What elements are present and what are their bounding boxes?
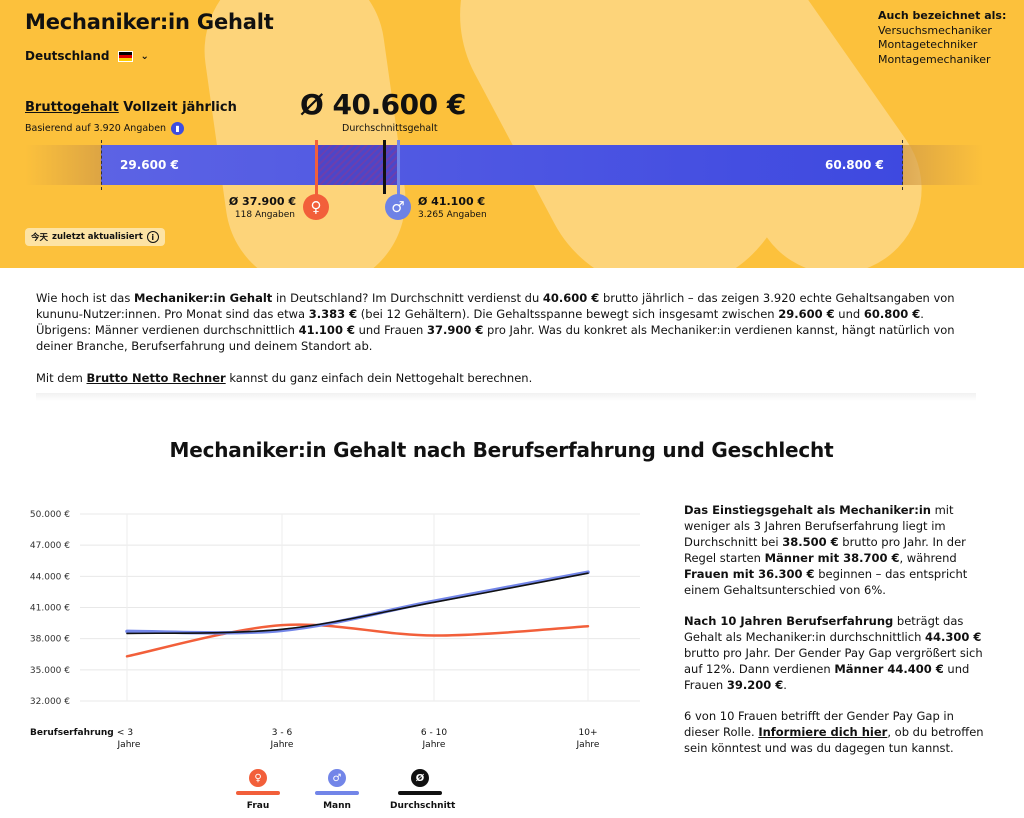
divider	[36, 393, 976, 401]
aka-item: Montagemechaniker	[878, 52, 991, 66]
aka-list: Auch bezeichnet als: Versuchsmechaniker …	[878, 9, 1006, 67]
legend-line	[236, 791, 280, 795]
experience-summary: Das Einstiegsgehalt als Mechaniker:in mi…	[684, 502, 984, 756]
page-title: Mechaniker:in Gehalt	[25, 10, 274, 34]
legend-label: Frau	[246, 801, 270, 811]
female-count: 118 Angaben	[234, 210, 295, 220]
male-average: Ø 41.100 €	[418, 195, 486, 208]
chevron-down-icon: ⌄	[140, 50, 149, 62]
salary-range-bar	[101, 145, 903, 185]
y-tick-label: 50.000 €	[30, 510, 70, 520]
bar-chart-icon[interactable]: ▮	[171, 122, 185, 135]
informiere-dich-link[interactable]: Informiere dich hier	[758, 725, 888, 739]
updated-text: zuletzt aktualisiert	[52, 232, 143, 242]
x-tick-label: Jahre	[117, 740, 141, 750]
x-tick-label: Jahre	[422, 740, 446, 750]
aka-item: Versuchsmechaniker	[878, 23, 992, 37]
salary-hero: Mechaniker:in Gehalt Deutschland ⌄ Auch …	[0, 0, 1024, 268]
legend-durchschnitt[interactable]: Ø Durchschnitt	[390, 769, 456, 811]
bruttogehalt-link[interactable]: Bruttogehalt	[25, 100, 119, 115]
summary-paragraph-3: 6 von 10 Frauen betrifft der Gender Pay …	[684, 709, 984, 755]
section-title: Mechaniker:in Gehalt nach Berufserfahrun…	[169, 438, 834, 462]
aka-item: Montagetechniker	[878, 38, 978, 51]
legend-line	[398, 791, 442, 795]
female-icon: ♀	[303, 194, 329, 220]
x-tick-label: < 3	[117, 728, 133, 738]
intro-text: Wie hoch ist das Mechaniker:in Gehalt in…	[36, 290, 966, 386]
range-fade-left	[25, 145, 101, 185]
x-tick-label: Jahre	[576, 740, 600, 750]
average-marker	[383, 140, 386, 194]
y-tick-label: 41.000 €	[30, 604, 70, 614]
male-icon: ♂	[385, 194, 411, 220]
legend-mann[interactable]: ♂ Mann	[307, 769, 367, 811]
based-on: Basierend auf 3.920 Angaben ▮	[25, 122, 185, 135]
aka-heading: Auch bezeichnet als:	[878, 9, 1007, 22]
y-tick-label: 38.000 €	[30, 635, 70, 645]
experience-salary-chart: 50.000 € 47.000 € 44.000 € 41.000 € 38.000 €…	[30, 510, 640, 750]
legend-label: Durchschnitt	[390, 801, 456, 811]
summary-paragraph-2: Nach 10 Jahren Berufserfahrung beträgt d…	[684, 614, 983, 692]
series-line-mann	[125, 570, 590, 635]
male-icon: ♂	[328, 769, 346, 787]
y-tick-label: 32.000 €	[30, 697, 70, 707]
series-line-durchschnitt	[126, 572, 589, 635]
germany-flag-icon	[117, 50, 133, 62]
male-marker	[397, 140, 400, 196]
x-tick-label: 3 - 6	[272, 728, 293, 738]
legend-label: Mann	[323, 801, 351, 811]
y-tick-label: 44.000 €	[30, 572, 70, 582]
country-selector[interactable]: Deutschland ⌄	[25, 49, 149, 63]
updated-prefix: 今天	[31, 233, 49, 243]
legend-line	[315, 791, 359, 795]
summary-paragraph-1: Das Einstiegsgehalt als Mechaniker:in mi…	[684, 503, 968, 597]
x-tick-label: Jahre	[270, 740, 294, 750]
y-tick-label: 47.000 €	[30, 541, 70, 551]
average-salary-label: Durchschnittsgehalt	[342, 123, 438, 134]
x-tick-label: 6 - 10	[421, 728, 447, 738]
female-marker	[315, 140, 318, 196]
based-on-text: Basierend auf 3.920 Angaben	[25, 123, 167, 134]
salary-type: Bruttogehalt Vollzeit jährlich	[25, 100, 237, 115]
x-tick-label: 10+	[579, 728, 598, 738]
average-salary: Ø 40.600 €	[300, 88, 466, 121]
range-max-line	[902, 140, 903, 190]
country-label: Deutschland	[25, 49, 110, 63]
range-fade-right	[903, 145, 983, 185]
female-icon: ♀	[249, 769, 267, 787]
male-count: 3.265 Angaben	[418, 210, 487, 220]
salary-type-rest: Vollzeit jährlich	[118, 100, 237, 115]
brutto-netto-rechner-link[interactable]: Brutto Netto Rechner	[86, 371, 226, 385]
range-min: 29.600 €	[120, 158, 179, 172]
female-average: Ø 37.900 €	[228, 195, 296, 208]
range-min-line	[101, 140, 102, 190]
info-icon[interactable]: i	[146, 231, 159, 243]
updated-badge: 今天 zuletzt aktualisiert i	[25, 228, 165, 246]
x-axis-label: Berufserfahrung	[30, 728, 114, 738]
intro-paragraph-2: Mit dem Brutto Netto Rechner kannst du g…	[36, 371, 533, 385]
series-line-frau	[125, 623, 590, 658]
range-max: 60.800 €	[825, 158, 884, 172]
intro-paragraph-1: Wie hoch ist das Mechaniker:in Gehalt in…	[36, 291, 955, 353]
average-icon: Ø	[411, 769, 429, 787]
y-tick-label: 35.000 €	[30, 666, 70, 676]
legend-frau[interactable]: ♀ Frau	[228, 769, 288, 811]
